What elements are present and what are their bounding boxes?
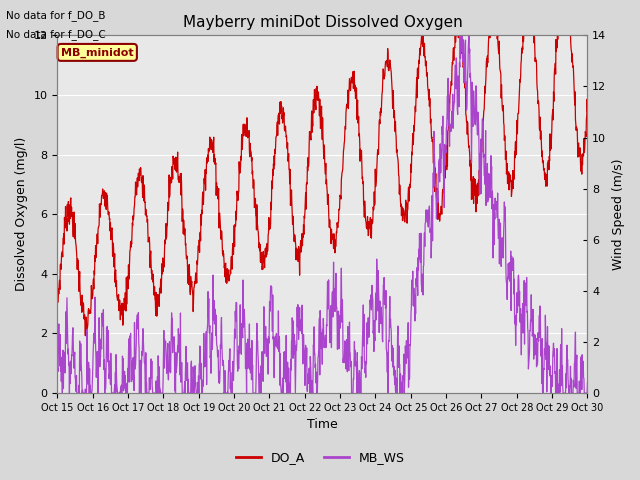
Text: MB_minidot: MB_minidot (61, 47, 134, 58)
Title: Mayberry miniDot Dissolved Oxygen: Mayberry miniDot Dissolved Oxygen (182, 15, 462, 30)
Legend: DO_A, MB_WS: DO_A, MB_WS (230, 446, 410, 469)
Y-axis label: Wind Speed (m/s): Wind Speed (m/s) (612, 158, 625, 270)
X-axis label: Time: Time (307, 419, 338, 432)
Text: No data for f_DO_B: No data for f_DO_B (6, 10, 106, 21)
Text: No data for f_DO_C: No data for f_DO_C (6, 29, 106, 40)
Y-axis label: Dissolved Oxygen (mg/l): Dissolved Oxygen (mg/l) (15, 137, 28, 291)
